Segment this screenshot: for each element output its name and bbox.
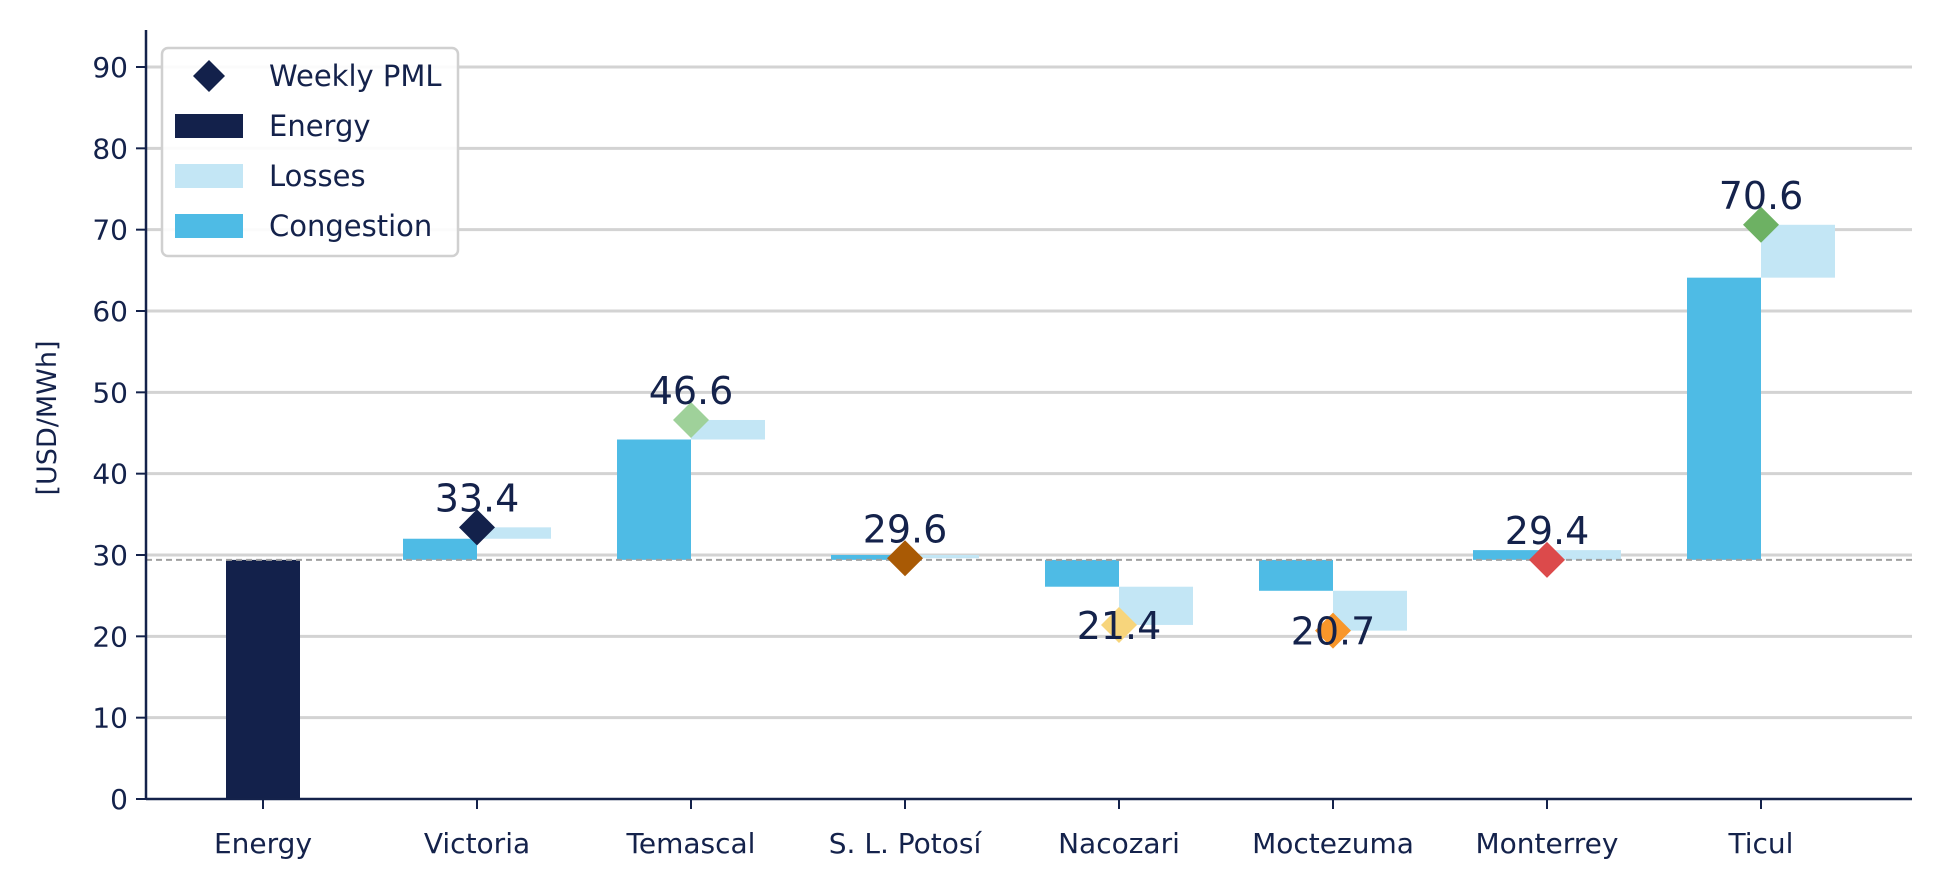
legend-label: Energy xyxy=(269,109,371,143)
y-tick-label: 40 xyxy=(92,458,128,491)
x-tick-label: Moctezuma xyxy=(1252,827,1414,860)
x-tick-label: Ticul xyxy=(1728,827,1794,860)
legend-label: Congestion xyxy=(269,209,432,243)
y-tick-label: 30 xyxy=(92,539,128,572)
energy-bar xyxy=(226,559,300,799)
pml-diamond-marker xyxy=(1315,612,1351,649)
x-tick-label: S. L. Potosí xyxy=(829,827,983,860)
losses-bar xyxy=(477,527,551,539)
losses-bar xyxy=(1333,590,1407,631)
y-tick-label: 60 xyxy=(92,295,128,328)
x-tick-label: Monterrey xyxy=(1476,827,1619,860)
pml-diamond-marker xyxy=(459,509,495,546)
y-tick-label: 20 xyxy=(92,620,128,653)
pml-data-label: 21.4 xyxy=(1077,604,1162,648)
pml-diamond-marker xyxy=(1743,206,1779,243)
pml-data-label: 46.6 xyxy=(649,369,734,413)
data-labels: 33.4 46.6 29.6 21.4 20.7 29.4 70.6 xyxy=(435,174,1804,654)
x-tick-label: Temascal xyxy=(626,827,756,860)
y-tick-label: 70 xyxy=(92,214,128,247)
y-tick-label: 10 xyxy=(92,702,128,735)
pml-diamond-marker xyxy=(1101,606,1137,643)
congestion-bar xyxy=(617,439,691,560)
pml-diamond-marker xyxy=(673,401,709,438)
legend-diamond-swatch xyxy=(193,60,225,92)
losses-bar xyxy=(905,555,979,559)
y-tick-label: 0 xyxy=(110,783,128,816)
legend-rect-swatch xyxy=(175,114,243,138)
pml-diamond-marker xyxy=(887,540,923,577)
y-axis-title: [USD/MWh] xyxy=(32,341,63,496)
x-tick-label: Nacozari xyxy=(1058,827,1180,860)
congestion-bar xyxy=(1259,559,1333,591)
axes: 0 10 20 30 40 50 60 70 80 90 Energy Victoria Temasca… xyxy=(32,30,1912,860)
congestion-bar xyxy=(1473,550,1547,560)
y-tick-label: 50 xyxy=(92,376,128,409)
legend-label: Weekly PML xyxy=(269,59,442,93)
congestion-bar xyxy=(403,538,477,560)
congestion-bar xyxy=(831,555,905,560)
pml-diamond-marker xyxy=(1529,541,1565,578)
congestion-bar xyxy=(1687,277,1761,560)
legend: Weekly PML Energy Losses Congestion xyxy=(160,46,460,258)
congestion-bar xyxy=(1045,559,1119,587)
legend-box xyxy=(160,46,460,258)
losses-bar xyxy=(1547,550,1621,560)
pml-markers xyxy=(459,206,1779,649)
pml-data-label: 29.4 xyxy=(1505,509,1590,553)
pml-data-label: 70.6 xyxy=(1719,174,1804,218)
legend-rect-swatch xyxy=(175,214,243,238)
y-tick-label: 80 xyxy=(92,132,128,165)
losses-bar xyxy=(691,419,765,440)
legend-rect-swatch xyxy=(175,164,243,188)
pml-data-label: 33.4 xyxy=(435,476,520,520)
x-tick-label: Victoria xyxy=(424,827,530,860)
losses-bar xyxy=(1761,224,1835,278)
pml-data-label: 29.6 xyxy=(863,507,948,551)
y-tick-label: 90 xyxy=(92,51,128,84)
pml-data-label: 20.7 xyxy=(1291,610,1376,654)
losses-bar xyxy=(1119,586,1193,625)
legend-label: Losses xyxy=(269,159,366,193)
x-tick-label: Energy xyxy=(214,827,312,860)
bars xyxy=(226,224,1835,799)
